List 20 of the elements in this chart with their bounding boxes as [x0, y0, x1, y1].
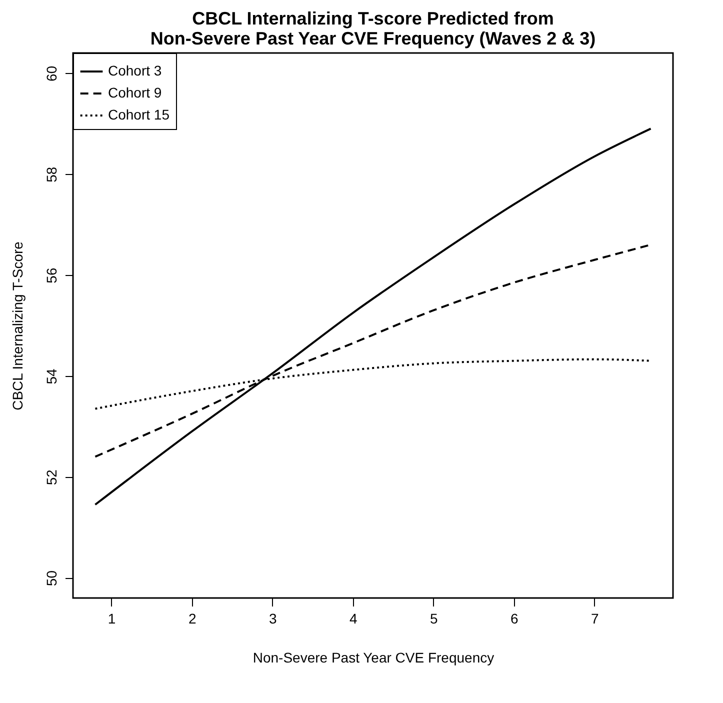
- x-tick-label: 5: [430, 610, 438, 626]
- x-tick-label: 1: [108, 610, 116, 626]
- line-series: [94, 128, 652, 506]
- y-tick-label: 50: [44, 570, 60, 586]
- x-axis-title: Non-Severe Past Year CVE Frequency: [252, 650, 494, 666]
- y-tick-label: 52: [44, 469, 60, 486]
- legend-label: Cohort 15: [108, 106, 170, 122]
- y-tick-label: 56: [44, 268, 60, 284]
- x-tick-label: 3: [268, 610, 277, 626]
- y-axis-title: CBCL Internalizing T-Score: [10, 241, 26, 410]
- x-tick-label: 4: [349, 610, 358, 626]
- x-tick-label: 2: [188, 610, 196, 626]
- legend-label: Cohort 3: [108, 62, 162, 78]
- chart-title: CBCL Internalizing T-score Predicted from Non-Severe Past Year CVE Frequency (Waves 2 & 3): [150, 8, 596, 48]
- legend-label: Cohort 9: [108, 84, 162, 100]
- y-tick-label: 58: [44, 166, 60, 182]
- y-tick-label: 54: [44, 368, 60, 384]
- x-tick-label: 6: [510, 610, 519, 626]
- y-tick-label: 60: [44, 66, 60, 82]
- x-tick-label: 7: [591, 610, 600, 626]
